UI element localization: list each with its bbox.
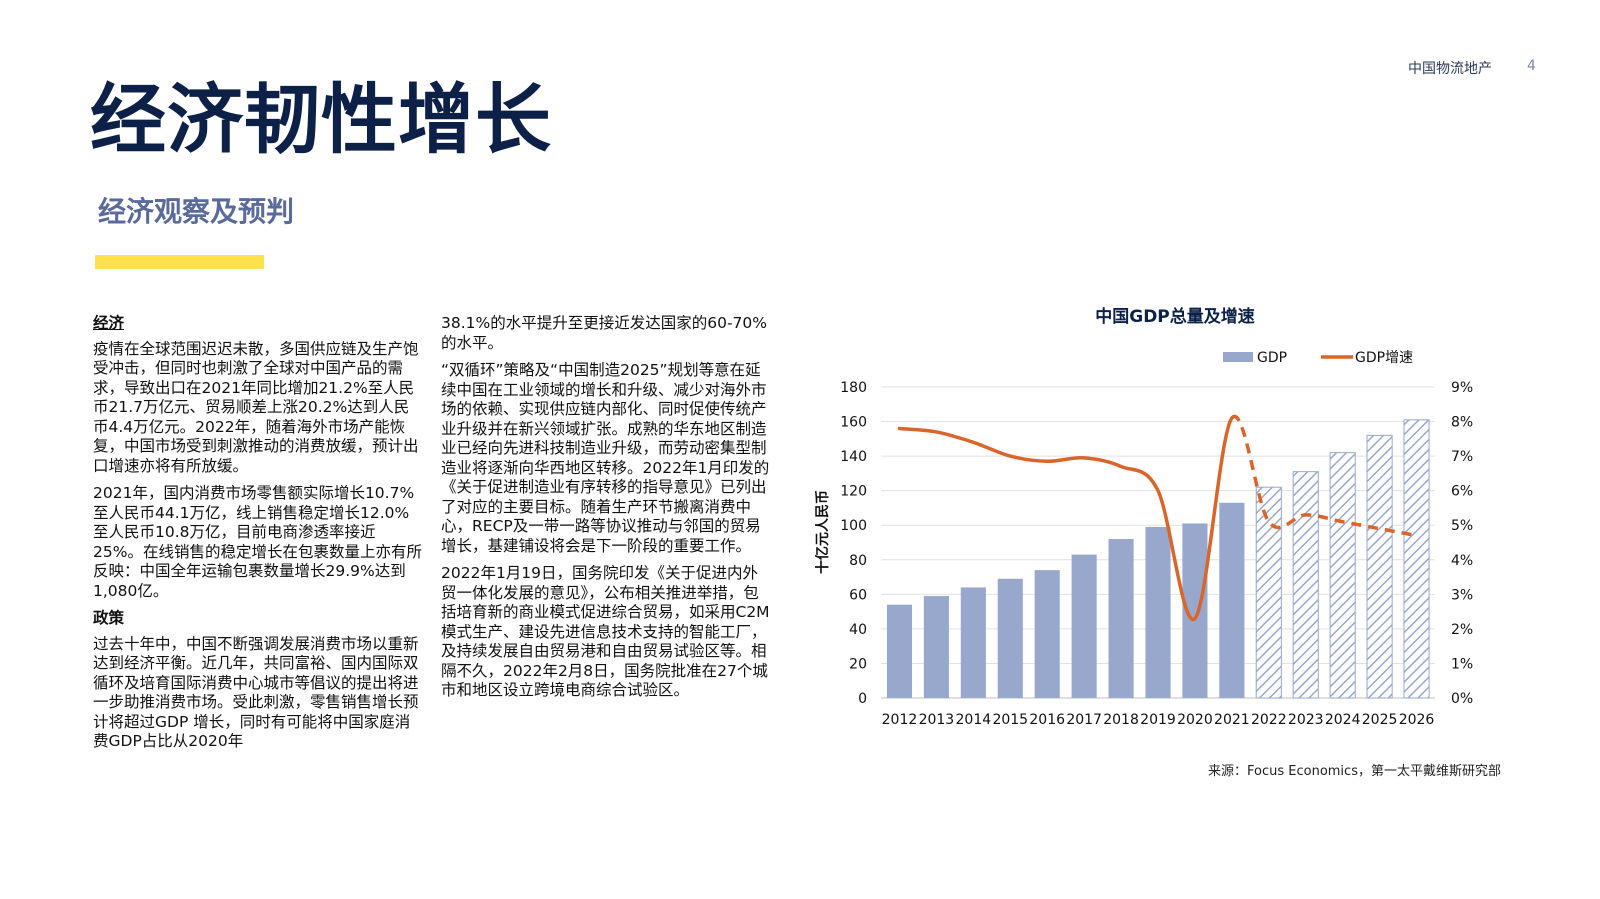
gdp-bar (1071, 554, 1097, 698)
paragraph: 疫情在全球范围迟迟未散，多国供应链及生产饱受冲击，但同时也刺激了全球对中国产品的… (93, 339, 419, 475)
y2-tick-label: 2% (1451, 622, 1473, 638)
gdp-chart: 中国GDP总量及增速 GDP GDP增速 0 20 40 60 80 100 120 140 16… (815, 306, 1473, 728)
y-axis-left: 0 20 40 60 80 100 120 140 160 180 (840, 380, 867, 707)
x-tick-label: 2025 (1362, 712, 1398, 728)
legend-label-growth: GDP增速 (1355, 350, 1413, 366)
legend-label-gdp: GDP (1257, 350, 1287, 366)
growth-line-forecast (1230, 414, 1417, 538)
chart-title: 中国GDP总量及增速 (1095, 306, 1255, 327)
gdp-bar-forecast (1255, 486, 1282, 699)
right-text-column: 38.1%的水平提升至更接近发达国家的60-70%的水平。 “双循环”策略及“中… (441, 314, 772, 709)
legend-swatch-gdp (1223, 352, 1253, 362)
x-tick-label: 2016 (1029, 712, 1065, 728)
paragraph: 过去十年中，中国不断强调发展消费市场以重新达到经济平衡。近几年，共同富裕、国内国… (93, 634, 419, 751)
y-tick-label: 120 (840, 484, 867, 500)
x-tick-label: 2015 (992, 712, 1028, 728)
x-tick-label: 2024 (1325, 712, 1361, 728)
x-tick-label: 2018 (1103, 712, 1139, 728)
x-tick-label: 2017 (1066, 712, 1102, 728)
gdp-bar (886, 604, 913, 698)
gdp-bar-forecast (1292, 471, 1319, 699)
y-axis-label: 十亿元人民币 (815, 490, 831, 574)
growth-line-actual (897, 416, 1234, 621)
accent-bar (95, 255, 264, 269)
y-tick-label: 20 (849, 656, 867, 672)
x-tick-label: 2022 (1251, 712, 1287, 728)
y2-tick-label: 8% (1451, 415, 1473, 431)
x-tick-label: 2019 (1140, 712, 1176, 728)
y-tick-label: 80 (849, 553, 867, 569)
y-tick-label: 40 (849, 622, 867, 638)
gdp-bar-forecast (1329, 452, 1356, 699)
source-note: 来源：Focus Economics，第一太平戴维斯研究部 (1208, 764, 1501, 779)
gdp-bar-forecast (1403, 419, 1430, 699)
x-tick-label: 2014 (956, 712, 992, 728)
y2-tick-label: 6% (1451, 484, 1473, 500)
y2-tick-label: 1% (1451, 656, 1473, 672)
gdp-bar (1034, 570, 1060, 698)
y-axis-right: 0% 1% 2% 3% 4% 5% 6% 7% 8% 9% (1451, 380, 1473, 707)
y-tick-label: 60 (849, 587, 867, 603)
paragraph: “双循环”策略及“中国制造2025”规划等意在延续中国在工业领域的增长和升级、减… (441, 361, 770, 555)
gdp-bar (997, 578, 1023, 698)
page-title: 经济韧性增长 (90, 75, 552, 164)
x-tick-label: 2013 (919, 712, 955, 728)
y-tick-label: 160 (840, 415, 867, 431)
left-text-column: 经济 疫情在全球范围迟迟未散，多国供应链及生产饱受冲击，但同时也刺激了全球对中国… (93, 314, 423, 760)
x-tick-label: 2012 (882, 712, 918, 728)
gdp-bar-forecast (1366, 434, 1393, 699)
gdp-bar (1219, 502, 1245, 698)
y2-tick-label: 3% (1451, 587, 1473, 603)
y-tick-label: 100 (840, 518, 867, 534)
page-subtitle: 经济观察及预判 (98, 195, 295, 228)
page-number: 4 (1527, 58, 1536, 74)
y-tick-label: 0 (858, 691, 867, 707)
gdp-bars (886, 419, 1430, 699)
chart-legend: GDP GDP增速 (1223, 350, 1413, 366)
y2-tick-label: 4% (1451, 553, 1473, 569)
x-axis: 2012 2013 2014 2015 2016 2017 2018 2019 2020 2021… (882, 712, 1435, 728)
y2-tick-label: 9% (1451, 380, 1473, 396)
gdp-bar (923, 596, 949, 698)
gdp-bar (960, 587, 986, 698)
y2-tick-label: 0% (1451, 691, 1473, 707)
gdp-bar (1108, 539, 1134, 698)
x-tick-label: 2026 (1399, 712, 1435, 728)
section-heading-economy: 经济 (93, 314, 125, 332)
paragraph: 2021年，国内消费市场零售额实际增长10.7%至人民币44.1万亿，线上销售稳… (93, 484, 422, 600)
paragraph: 2022年1月19日，国务院印发《关于促进内外贸一体化发展的意见》，公布相关推进… (441, 564, 770, 699)
x-tick-label: 2021 (1214, 712, 1250, 728)
gdp-bar (1145, 526, 1171, 698)
y-tick-label: 180 (840, 380, 867, 396)
gdp-growth-line (897, 414, 1417, 621)
section-heading-policy: 政策 (93, 609, 125, 627)
x-tick-label: 2020 (1177, 712, 1213, 728)
header-brand: 中国物流地产 (1408, 61, 1492, 77)
y2-tick-label: 7% (1451, 449, 1473, 465)
y2-tick-label: 5% (1451, 518, 1473, 534)
y-tick-label: 140 (840, 449, 867, 465)
x-tick-label: 2023 (1288, 712, 1324, 728)
paragraph: 38.1%的水平提升至更接近发达国家的60-70%的水平。 (441, 314, 768, 352)
